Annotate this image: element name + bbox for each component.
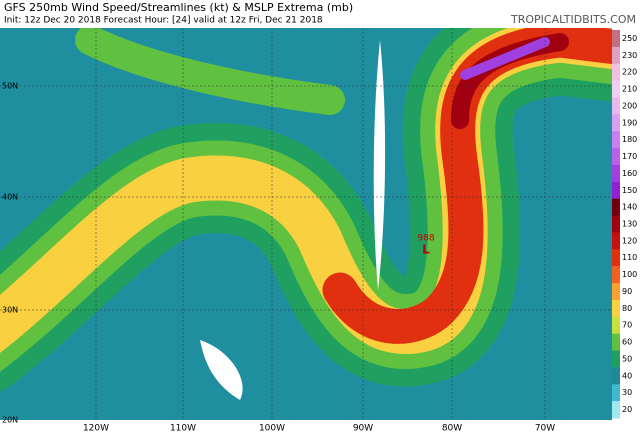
- map: 988 L: [0, 28, 612, 420]
- colorbar-label: 100: [622, 270, 637, 279]
- colorbar-swatch: [612, 232, 620, 250]
- colorbar-swatch: [612, 266, 620, 284]
- colorbar-label: 140: [622, 203, 637, 212]
- colorbar-swatch: [612, 401, 620, 419]
- colorbar-label: 180: [622, 135, 637, 144]
- calm-zone: [200, 340, 243, 400]
- lat-label: 40N: [2, 193, 18, 202]
- colorbar-label: 20: [622, 405, 632, 414]
- colorbar-swatch: [612, 215, 620, 233]
- colorbar-swatch: [612, 30, 620, 48]
- lon-label: 120W: [83, 424, 109, 434]
- colorbar-label: 110: [622, 253, 637, 262]
- colorbar-label: 40: [622, 371, 632, 380]
- colorbar-label: 30: [622, 388, 632, 397]
- colorbar-label: 210: [622, 85, 637, 94]
- calm-zone: [373, 40, 386, 290]
- title: GFS 250mb Wind Speed/Streamlines (kt) & …: [4, 1, 353, 14]
- colorbar-label: 200: [622, 101, 637, 110]
- site-name: TROPICALTIDBITS.COM: [510, 13, 636, 26]
- colorbar-label: 250: [622, 34, 637, 43]
- lon-label: 100W: [259, 424, 285, 434]
- colorbar-swatch: [612, 63, 620, 82]
- colorbar-swatch: [612, 333, 620, 352]
- colorbar-swatch: [612, 283, 620, 301]
- colorbar-swatch: [612, 114, 620, 132]
- colorbar-label: 90: [622, 287, 632, 296]
- colorbar-label: 50: [622, 354, 632, 363]
- colorbar-swatch: [612, 164, 620, 183]
- lon-label: 110W: [170, 424, 196, 434]
- jet-stream: [0, 28, 612, 391]
- colorbar-label: 190: [622, 118, 637, 127]
- colorbar-swatch: [612, 181, 620, 200]
- colorbar-label: 170: [622, 152, 637, 161]
- colorbar-label: 130: [622, 220, 637, 229]
- colorbar: 250 230 220 210 200 190 180 170 160 150 140 130 120 1…: [612, 30, 637, 419]
- graticule: [0, 28, 612, 420]
- lon-label: 90W: [353, 424, 373, 434]
- colorbar-label: 230: [622, 51, 637, 60]
- colorbar-swatch: [612, 384, 620, 402]
- colorbar-swatch: [612, 97, 620, 115]
- colorbar-swatch: [612, 350, 620, 368]
- colorbar-swatch: [612, 198, 620, 217]
- subtitle: Init: 12z Dec 20 2018 Forecast Hour: [24…: [4, 16, 323, 26]
- lon-label: 70W: [535, 424, 555, 434]
- colorbar-label: 70: [622, 321, 632, 330]
- lat-label: 30N: [2, 306, 18, 315]
- colorbar-label: 150: [622, 186, 637, 195]
- lon-label: 80W: [442, 424, 462, 434]
- colorbar-swatch: [612, 148, 620, 166]
- colorbar-label: 80: [622, 304, 632, 313]
- colorbar-label: 120: [622, 236, 637, 245]
- colorbar-label: 160: [622, 169, 637, 178]
- low-pressure-value: 988: [417, 234, 434, 244]
- colorbar-swatch: [612, 367, 620, 385]
- colorbar-swatch: [612, 249, 620, 267]
- colorbar-label: 60: [622, 338, 632, 347]
- colorbar-swatch: [612, 80, 620, 98]
- colorbar-swatch: [612, 46, 620, 65]
- colorbar-swatch: [612, 131, 620, 149]
- colorbar-swatch: [612, 316, 620, 335]
- low-pressure-symbol: L: [422, 243, 430, 257]
- colorbar-swatch: [612, 299, 620, 318]
- colorbar-label: 220: [622, 68, 637, 77]
- lat-label: 20N: [2, 416, 18, 425]
- lat-label: 50N: [2, 82, 18, 91]
